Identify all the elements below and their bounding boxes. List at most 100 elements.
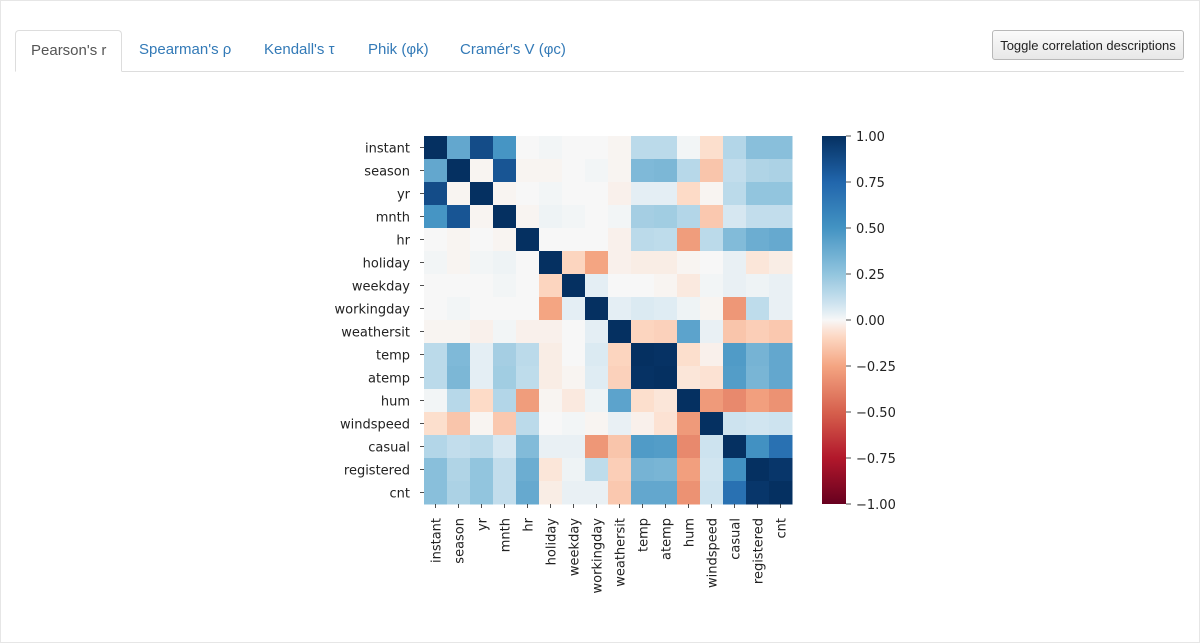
heatmap-cell-windspeed-atemp bbox=[654, 412, 678, 436]
heatmap-cell-instant-workingday bbox=[585, 136, 609, 160]
heatmap-cell-windspeed-weekday bbox=[562, 412, 586, 436]
colorbar-tick-label: 0.75 bbox=[856, 176, 885, 191]
heatmap-cell-hr-mnth bbox=[493, 228, 517, 252]
heatmap-cell-weekday-mnth bbox=[493, 274, 517, 298]
heatmap-cell-holiday-casual bbox=[723, 251, 747, 275]
heatmap-cell-hum-yr bbox=[470, 389, 494, 413]
heatmap-cell-weekday-season bbox=[447, 274, 471, 298]
heatmap-cell-mnth-hr bbox=[516, 205, 540, 229]
heatmap-cell-registered-weekday bbox=[562, 458, 586, 482]
heatmap-cell-weathersit-temp bbox=[631, 320, 655, 344]
colorbar-tick-label: −0.50 bbox=[856, 406, 896, 421]
y-tick-label-registered: registered bbox=[344, 464, 410, 479]
heatmap-cell-holiday-weekday bbox=[562, 251, 586, 275]
heatmap-cell-holiday-holiday bbox=[539, 251, 563, 275]
heatmap-cell-hum-hum bbox=[677, 389, 701, 413]
heatmap-cell-hr-holiday bbox=[539, 228, 563, 252]
tab-spearman[interactable]: Spearman's ρ bbox=[139, 41, 232, 58]
heatmap-cell-yr-mnth bbox=[493, 182, 517, 206]
heatmap-cell-weathersit-registered bbox=[746, 320, 770, 344]
heatmap-cell-hum-season bbox=[447, 389, 471, 413]
heatmap-cell-registered-casual bbox=[723, 458, 747, 482]
heatmap-cell-casual-windspeed bbox=[700, 435, 724, 459]
heatmap-cell-registered-workingday bbox=[585, 458, 609, 482]
heatmap-cell-mnth-hum bbox=[677, 205, 701, 229]
heatmap-cell-weathersit-weekday bbox=[562, 320, 586, 344]
heatmap-cell-season-weekday bbox=[562, 159, 586, 183]
tab-phik[interactable]: Phik (φk) bbox=[368, 41, 429, 58]
heatmap-cell-hr-weathersit bbox=[608, 228, 632, 252]
heatmap-cell-mnth-windspeed bbox=[700, 205, 724, 229]
heatmap-cell-temp-cnt bbox=[769, 343, 793, 367]
heatmap-cell-temp-mnth bbox=[493, 343, 517, 367]
heatmap-cell-temp-weekday bbox=[562, 343, 586, 367]
x-tick-label-casual: casual bbox=[729, 518, 744, 560]
heatmap-cell-weathersit-cnt bbox=[769, 320, 793, 344]
y-tick-label-weekday: weekday bbox=[352, 280, 410, 295]
heatmap-cell-hum-instant bbox=[424, 389, 448, 413]
heatmap-cell-casual-instant bbox=[424, 435, 448, 459]
x-tick-label-hr: hr bbox=[522, 517, 537, 531]
heatmap-cell-atemp-windspeed bbox=[700, 366, 724, 390]
heatmap-cell-cnt-temp bbox=[631, 481, 655, 505]
heatmap-cell-hum-windspeed bbox=[700, 389, 724, 413]
heatmap-cell-cnt-weekday bbox=[562, 481, 586, 505]
heatmap-cell-hr-registered bbox=[746, 228, 770, 252]
heatmap-cell-season-registered bbox=[746, 159, 770, 183]
heatmap-cell-registered-yr bbox=[470, 458, 494, 482]
tab-kendall[interactable]: Kendall's τ bbox=[264, 41, 335, 58]
heatmap-cell-cnt-holiday bbox=[539, 481, 563, 505]
y-tick-label-hr: hr bbox=[396, 234, 410, 249]
y-tick-label-windspeed: windspeed bbox=[340, 418, 410, 433]
heatmap-cell-hr-casual bbox=[723, 228, 747, 252]
heatmap-cell-workingday-workingday bbox=[585, 297, 609, 321]
heatmap-cell-weekday-yr bbox=[470, 274, 494, 298]
tab-cramers-v[interactable]: Cramér's V (φc) bbox=[460, 41, 566, 58]
heatmap-cell-atemp-casual bbox=[723, 366, 747, 390]
heatmap-cell-atemp-hr bbox=[516, 366, 540, 390]
heatmap-cell-holiday-registered bbox=[746, 251, 770, 275]
heatmap-cell-hum-weathersit bbox=[608, 389, 632, 413]
tab-pearson[interactable]: Pearson's r bbox=[15, 30, 123, 72]
heatmap-cell-weekday-instant bbox=[424, 274, 448, 298]
colorbar-tick-label: −0.75 bbox=[856, 452, 896, 467]
toggle-descriptions-button[interactable]: Toggle correlation descriptions bbox=[992, 30, 1184, 60]
colorbar-tick-label: 1.00 bbox=[856, 130, 885, 145]
heatmap-cell-season-season bbox=[447, 159, 471, 183]
heatmap-cell-atemp-weathersit bbox=[608, 366, 632, 390]
heatmap-cell-weekday-holiday bbox=[539, 274, 563, 298]
heatmap-cell-casual-mnth bbox=[493, 435, 517, 459]
heatmap-cell-instant-hum bbox=[677, 136, 701, 160]
heatmap-cell-holiday-season bbox=[447, 251, 471, 275]
y-tick-label-holiday: holiday bbox=[363, 257, 411, 272]
heatmap-cell-registered-registered bbox=[746, 458, 770, 482]
heatmap-cell-mnth-weekday bbox=[562, 205, 586, 229]
y-tick-label-temp: temp bbox=[376, 349, 410, 364]
heatmap-cell-casual-hr bbox=[516, 435, 540, 459]
y-tick-label-cnt: cnt bbox=[390, 487, 410, 502]
heatmap-cell-casual-workingday bbox=[585, 435, 609, 459]
heatmap-cell-holiday-windspeed bbox=[700, 251, 724, 275]
heatmap-cell-holiday-instant bbox=[424, 251, 448, 275]
heatmap-cell-yr-yr bbox=[470, 182, 494, 206]
heatmap-cell-workingday-weekday bbox=[562, 297, 586, 321]
heatmap-cell-hr-windspeed bbox=[700, 228, 724, 252]
heatmap-cell-yr-hum bbox=[677, 182, 701, 206]
heatmap-cell-windspeed-mnth bbox=[493, 412, 517, 436]
y-tick-label-weathersit: weathersit bbox=[341, 326, 410, 341]
heatmap-cell-windspeed-temp bbox=[631, 412, 655, 436]
heatmap-cell-yr-weekday bbox=[562, 182, 586, 206]
heatmap-cell-weathersit-workingday bbox=[585, 320, 609, 344]
heatmap-cell-casual-weathersit bbox=[608, 435, 632, 459]
heatmap-cell-temp-atemp bbox=[654, 343, 678, 367]
heatmap-cell-workingday-yr bbox=[470, 297, 494, 321]
heatmap-cell-instant-atemp bbox=[654, 136, 678, 160]
heatmap-cell-hum-temp bbox=[631, 389, 655, 413]
heatmap-cell-temp-windspeed bbox=[700, 343, 724, 367]
heatmap-cell-holiday-atemp bbox=[654, 251, 678, 275]
heatmap-cell-registered-hr bbox=[516, 458, 540, 482]
heatmap-cell-atemp-season bbox=[447, 366, 471, 390]
heatmap-cell-windspeed-registered bbox=[746, 412, 770, 436]
heatmap-cell-windspeed-hum bbox=[677, 412, 701, 436]
heatmap-cell-hum-registered bbox=[746, 389, 770, 413]
